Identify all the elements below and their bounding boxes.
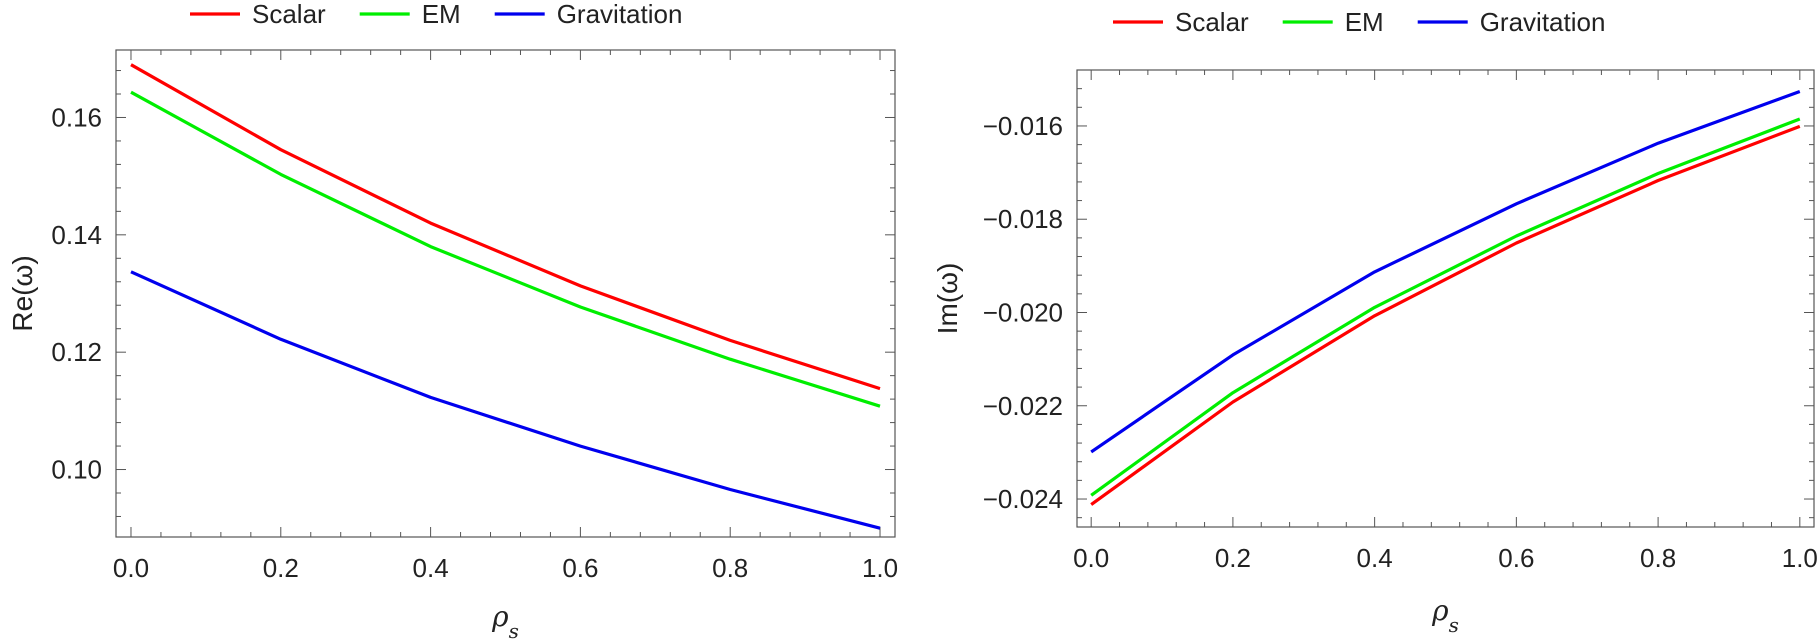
right-y-tick-label: −0.016 xyxy=(983,111,1063,141)
left-series-line-gravitation xyxy=(130,270,881,530)
right-x-tick-label: 0.4 xyxy=(1357,543,1393,573)
right-chart: 0.0 0.2 0.4 0.6 0.8 1.0 −0.024 −0.022 −0.020 −0.0… xyxy=(932,7,1818,637)
right-y-tick-label: −0.020 xyxy=(983,297,1063,327)
right-legend-label-scalar: Scalar xyxy=(1175,7,1249,37)
left-chart: 0.0 0.2 0.4 0.6 0.8 1.0 0.10 0.12 0.14 0.16 Re(ω) ρ… xyxy=(7,0,898,639)
left-x-axis-label: ρs xyxy=(491,600,519,639)
left-y-axis-label: Re(ω) xyxy=(7,255,38,331)
left-series-line-em xyxy=(130,90,881,408)
left-x-tick-label: 0.0 xyxy=(113,553,149,583)
left-y-tick-label: 0.14 xyxy=(51,220,102,250)
left-y-tick-label: 0.16 xyxy=(51,102,102,132)
right-series-line-em xyxy=(1090,117,1801,497)
left-legend-label-scalar: Scalar xyxy=(252,0,326,29)
right-x-tick-label: 1.0 xyxy=(1782,543,1818,573)
right-x-tick-label: 0.6 xyxy=(1498,543,1534,573)
left-legend-label-em: EM xyxy=(422,0,461,29)
right-y-tick-label: −0.024 xyxy=(983,484,1063,514)
right-x-axis-label: ρs xyxy=(1431,594,1459,637)
left-y-tick-label: 0.10 xyxy=(51,455,102,485)
left-series-line-scalar xyxy=(130,63,881,391)
right-legend-label-gravitation: Gravitation xyxy=(1480,7,1606,37)
right-series-line-scalar xyxy=(1090,124,1801,506)
left-plot-frame xyxy=(115,49,896,538)
left-x-tick-label: 0.4 xyxy=(413,553,449,583)
left-x-tick-label: 1.0 xyxy=(862,553,898,583)
right-legend-label-em: EM xyxy=(1345,7,1384,37)
right-x-tick-label: 0.0 xyxy=(1073,543,1109,573)
left-x-tick-label: 0.6 xyxy=(562,553,598,583)
left-x-tick-label: 0.2 xyxy=(263,553,299,583)
right-y-tick-label: −0.022 xyxy=(983,391,1063,421)
right-y-axis-label: Im(ω) xyxy=(932,263,963,335)
right-x-tick-label: 0.8 xyxy=(1640,543,1676,573)
left-y-tick-label: 0.12 xyxy=(51,337,102,367)
right-y-tick-label: −0.018 xyxy=(983,204,1063,234)
left-legend-label-gravitation: Gravitation xyxy=(557,0,683,29)
left-x-tick-label: 0.8 xyxy=(712,553,748,583)
right-plot-frame xyxy=(1076,69,1815,528)
right-x-tick-label: 0.2 xyxy=(1215,543,1251,573)
right-series-line-gravitation xyxy=(1090,89,1801,454)
